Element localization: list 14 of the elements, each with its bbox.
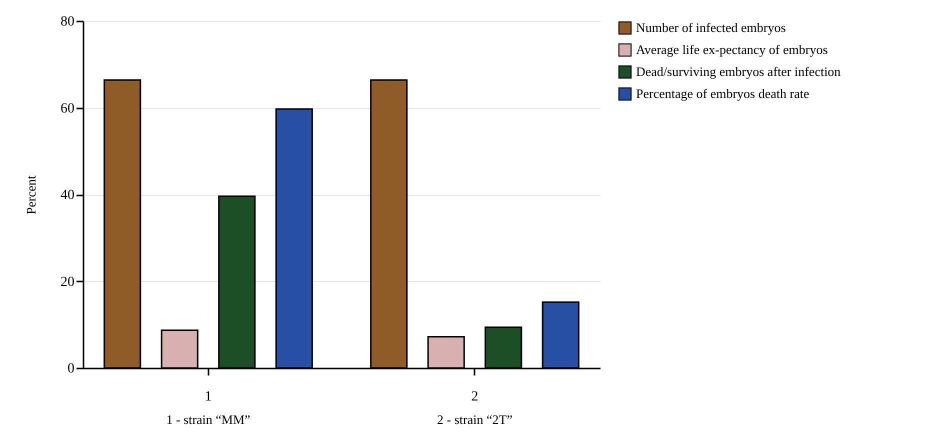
legend-label: Number of infected embryos xyxy=(636,20,786,35)
y-axis-title: Percent xyxy=(24,175,38,214)
y-tick-label: 60 xyxy=(60,101,74,116)
legend-label: Percentage of embryos death rate xyxy=(636,86,810,101)
y-tick-label: 40 xyxy=(60,188,74,203)
y-tick-label: 20 xyxy=(60,274,74,290)
legend-label: Dead/surviving embryos after infection xyxy=(636,64,842,79)
y-tick-label: 80 xyxy=(60,14,74,30)
x-tick-label: 1 xyxy=(204,390,212,404)
text: 2 - strain “2T” xyxy=(437,412,513,427)
x-tick-label: 2 xyxy=(471,390,478,404)
y-tick-label: 0 xyxy=(68,362,74,376)
legend-label: Average life ex-pectancy of embryos xyxy=(636,42,828,57)
text: 1 - strain “MM” xyxy=(166,412,251,427)
